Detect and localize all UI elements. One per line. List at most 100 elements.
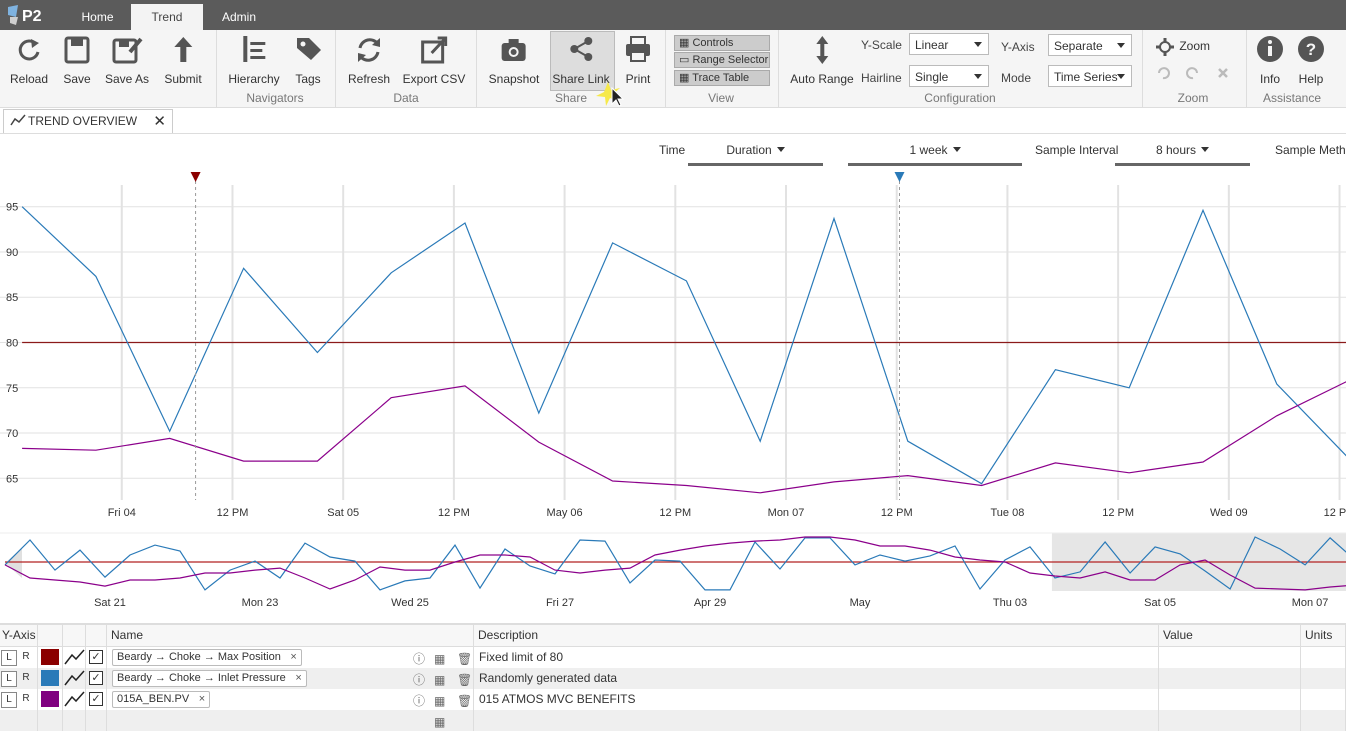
snapshot-button[interactable]: Snapshot xyxy=(489,34,539,86)
color-swatch[interactable] xyxy=(41,691,59,707)
share-link-button[interactable]: Share Link xyxy=(552,34,610,86)
duration-mode-select[interactable]: Duration xyxy=(688,143,823,166)
tag-chip[interactable]: 015A_BEN.PV × xyxy=(112,691,211,708)
axis-right[interactable]: R xyxy=(22,693,30,704)
nav-tab[interactable]: Admin xyxy=(221,10,256,24)
row-icon[interactable]: ⓘ xyxy=(413,673,426,687)
field-label: Hairline xyxy=(861,71,902,85)
hairline-dropdown[interactable]: Single xyxy=(909,65,989,87)
row-icon[interactable]: ⓘ xyxy=(413,652,426,666)
empty-cell xyxy=(86,710,107,731)
sample-method-label: Sample Metho xyxy=(1275,143,1346,157)
trace-table: Y-Axis Name Description Value Units L R ✓ Beardy… xyxy=(0,623,1346,731)
separator xyxy=(476,30,477,107)
tag-chip[interactable]: Beardy → Choke → Inlet Pressure × xyxy=(112,670,307,687)
header-cell: Description xyxy=(474,625,1159,646)
y-scale-dropdown[interactable]: Linear xyxy=(909,33,989,55)
export-csv-button[interactable]: Export CSV xyxy=(403,34,465,86)
group-label: Zoom xyxy=(1177,91,1209,105)
mode-dropdown[interactable]: Time Series xyxy=(1048,65,1132,87)
color-swatch[interactable] xyxy=(41,649,59,665)
zoom-button[interactable]: Zoom xyxy=(1154,37,1210,57)
tags-button[interactable]: Tags xyxy=(293,34,323,86)
range-selector-toggle[interactable]: ▭ Range Selector xyxy=(674,52,770,68)
separator xyxy=(1142,30,1143,107)
axis-right[interactable]: R xyxy=(22,651,30,662)
row-icon[interactable]: ⓘ xyxy=(413,694,426,708)
value-cell xyxy=(1159,647,1301,668)
row-icon[interactable]: ▦ xyxy=(434,673,446,687)
x-tick-label: Sat 21 xyxy=(94,597,126,609)
color-cell xyxy=(38,668,63,689)
row-icon[interactable]: 🗑 xyxy=(457,673,473,687)
tag-chip[interactable]: Beardy → Choke → Max Position × xyxy=(112,649,302,666)
series-line xyxy=(4,536,1346,591)
trace-table-toggle[interactable]: ▦ Trace Table xyxy=(674,70,770,86)
header-cell xyxy=(86,625,107,646)
document-tab[interactable]: TREND OVERVIEW ✕ xyxy=(3,109,173,133)
button-label: Save As xyxy=(104,72,150,86)
line-style-icon[interactable] xyxy=(63,668,85,688)
nav-tab-active[interactable]: Trend xyxy=(131,4,203,30)
ribbon: Reload Save Save As Submit Hierarchy Tag… xyxy=(0,30,1346,108)
select-value: 8 hours xyxy=(1156,143,1209,157)
help-button[interactable]: ? Help xyxy=(1296,34,1326,86)
save-as-button[interactable]: Save As xyxy=(105,34,149,86)
axis-right[interactable]: R xyxy=(22,672,30,683)
visible-checkbox[interactable]: ✓ xyxy=(89,692,103,706)
visible-checkbox[interactable]: ✓ xyxy=(89,650,103,664)
remove-tag[interactable]: × xyxy=(290,651,297,663)
remove-tag[interactable]: × xyxy=(295,672,302,684)
units-cell xyxy=(1301,668,1346,689)
print-button[interactable]: Print xyxy=(623,34,653,86)
document-tab-title: TREND OVERVIEW xyxy=(28,114,138,128)
submit-button[interactable]: Submit xyxy=(164,34,202,86)
y-axis-dropdown[interactable]: Separate xyxy=(1048,34,1132,56)
empty-cell xyxy=(63,710,86,731)
y-tick-label: 75 xyxy=(6,383,18,395)
hierarchy-button[interactable]: Hierarchy xyxy=(228,34,280,86)
info-button[interactable]: Info xyxy=(1255,34,1285,86)
auto-range-button[interactable]: Auto Range xyxy=(790,34,854,86)
row-icon[interactable]: 🗑 xyxy=(457,694,473,708)
axis-left[interactable]: L xyxy=(1,692,17,708)
separator xyxy=(778,30,779,107)
button-label: Submit xyxy=(164,72,202,86)
save-button[interactable]: Save xyxy=(62,34,92,86)
name-cell: Beardy → Choke → Max Position × ⓘ ▦ 🗑 xyxy=(107,647,474,668)
line-style-icon[interactable] xyxy=(63,689,85,709)
row-icon[interactable]: ▦ xyxy=(434,715,446,729)
hairline-handle xyxy=(190,172,201,182)
color-swatch[interactable] xyxy=(41,670,59,686)
duration-select[interactable]: 1 week xyxy=(848,143,1022,166)
axis-left[interactable]: L xyxy=(1,650,17,666)
remove-tag[interactable]: × xyxy=(198,693,206,705)
row-icon[interactable]: 🗑 xyxy=(457,652,473,666)
reload-button[interactable]: Reload xyxy=(10,34,48,86)
separator xyxy=(335,30,336,107)
color-cell xyxy=(38,647,63,668)
empty-cell xyxy=(38,710,63,731)
refresh-button[interactable]: Refresh xyxy=(348,34,390,86)
toggle-label: Trace Table xyxy=(692,72,750,84)
value-cell xyxy=(1159,668,1301,689)
tag-name: Beardy → Choke → Max Position xyxy=(117,651,281,663)
visible-checkbox[interactable]: ✓ xyxy=(89,671,103,685)
axis-left[interactable]: L xyxy=(1,671,17,687)
close-tab[interactable]: ✕ xyxy=(153,113,166,130)
button-label: Info xyxy=(1259,72,1280,86)
group-label: View xyxy=(708,91,734,105)
table-row: L R ✓ Beardy → Choke → Inlet Pressure × ⓘ ▦ 🗑 Ra… xyxy=(0,668,1346,689)
sample-interval-select[interactable]: 8 hours xyxy=(1115,143,1250,166)
row-icon[interactable]: ▦ xyxy=(434,652,446,666)
navigator-left-arrow[interactable] xyxy=(5,548,22,578)
x-tick-label: Sat 05 xyxy=(1144,597,1176,609)
row-icon[interactable]: ▦ xyxy=(434,694,446,708)
nav-tab[interactable]: Home xyxy=(81,10,114,24)
line-style-icon[interactable] xyxy=(63,647,85,667)
controls-toggle[interactable]: ▦ Controls xyxy=(674,35,770,51)
group-label: Assistance xyxy=(1262,91,1322,105)
separator xyxy=(216,30,217,107)
